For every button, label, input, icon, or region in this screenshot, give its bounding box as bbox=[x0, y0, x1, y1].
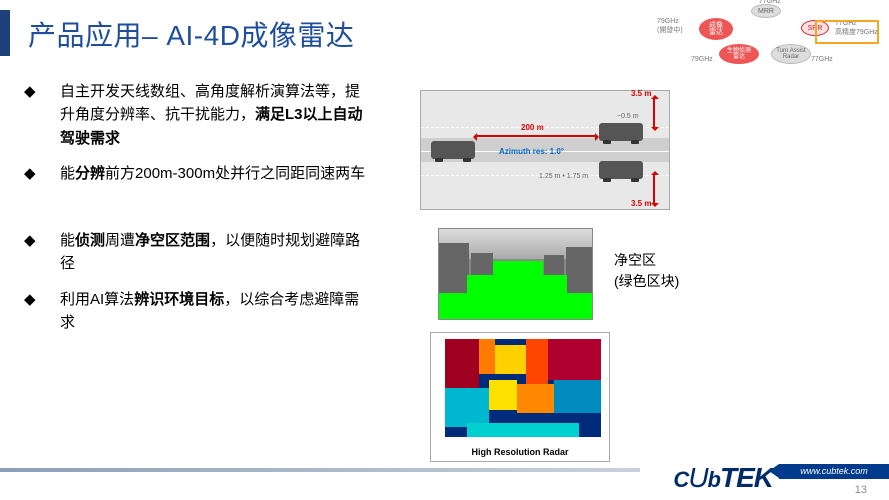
node-mrr: MRR bbox=[751, 4, 781, 18]
gap-arrow-top bbox=[653, 99, 655, 127]
target-car-1-icon bbox=[599, 123, 643, 141]
freespace-photo bbox=[438, 228, 593, 320]
freespace-caption: 净空区 (绿色区块) bbox=[614, 250, 679, 292]
cars-gap-label: 1.25 m • 1.75 m bbox=[539, 173, 588, 180]
azimuth-label: Azimuth res: 1.0° bbox=[499, 147, 564, 156]
slide-title: 产品应用– AI-4D成像雷达 bbox=[28, 14, 354, 54]
distance-arrow bbox=[477, 135, 595, 137]
bullet-2: ◆能分辨前方200m-300m处并行之同距同速两车 bbox=[42, 162, 372, 185]
target-car-2-icon bbox=[599, 161, 643, 179]
page-number: 13 bbox=[855, 484, 867, 496]
gap-top-label: 3.5 m bbox=[631, 89, 651, 98]
side-label: ~0.5 m bbox=[617, 113, 639, 120]
cluster-label-left: 79GHz (開發中) bbox=[657, 18, 683, 35]
node-bio: 生物侦测 雷达 bbox=[719, 44, 759, 64]
ego-car-icon bbox=[431, 141, 475, 159]
gap-bot-label: 3.5 m bbox=[631, 199, 651, 208]
node-imaging: 成像 雷达 bbox=[699, 18, 733, 40]
product-cluster-diagram: 77GHz 79GHz (開發中) 77GHz 高精度79GHz 79GHz 7… bbox=[661, 0, 879, 70]
distance-label: 200 m bbox=[521, 123, 544, 132]
cluster-label-br: 77GHz bbox=[811, 56, 833, 63]
title-accent-bar bbox=[0, 10, 10, 56]
radar-heatmap-caption: High Resolution Radar bbox=[431, 447, 609, 457]
freespace-caption-l1: 净空区 bbox=[614, 250, 679, 271]
bullet-1: ◆自主开发天线数组、高角度解析演算法等，提升角度分辨率、抗干扰能力，满足L3以上… bbox=[42, 80, 372, 150]
cluster-label-bl: 79GHz bbox=[691, 56, 713, 63]
bullet-list: ◆自主开发天线数组、高角度解析演算法等，提升角度分辨率、抗干扰能力，满足L3以上… bbox=[42, 80, 372, 346]
node-turn: Turn Assist Radar bbox=[771, 44, 811, 64]
bullet-3: ◆能侦测周遭净空区范围，以便随时规划避障路径 bbox=[42, 229, 372, 276]
gap-arrow-bot bbox=[653, 175, 655, 203]
radar-heatmap: High Resolution Radar bbox=[430, 332, 610, 462]
footer-url: www.cubtek.com bbox=[779, 464, 889, 479]
footer-divider bbox=[0, 468, 640, 472]
freespace-caption-l2: (绿色区块) bbox=[614, 271, 679, 292]
cubtek-logo: CUbTEK bbox=[673, 462, 773, 494]
bullet-4: ◆利用AI算法辨识环境目标，以综合考虑避障需求 bbox=[42, 288, 372, 335]
azimuth-diagram: 200 m Azimuth res: 1.0° 3.5 m 3.5 m 1.25… bbox=[420, 90, 670, 210]
srr-highlight-box bbox=[815, 20, 879, 44]
